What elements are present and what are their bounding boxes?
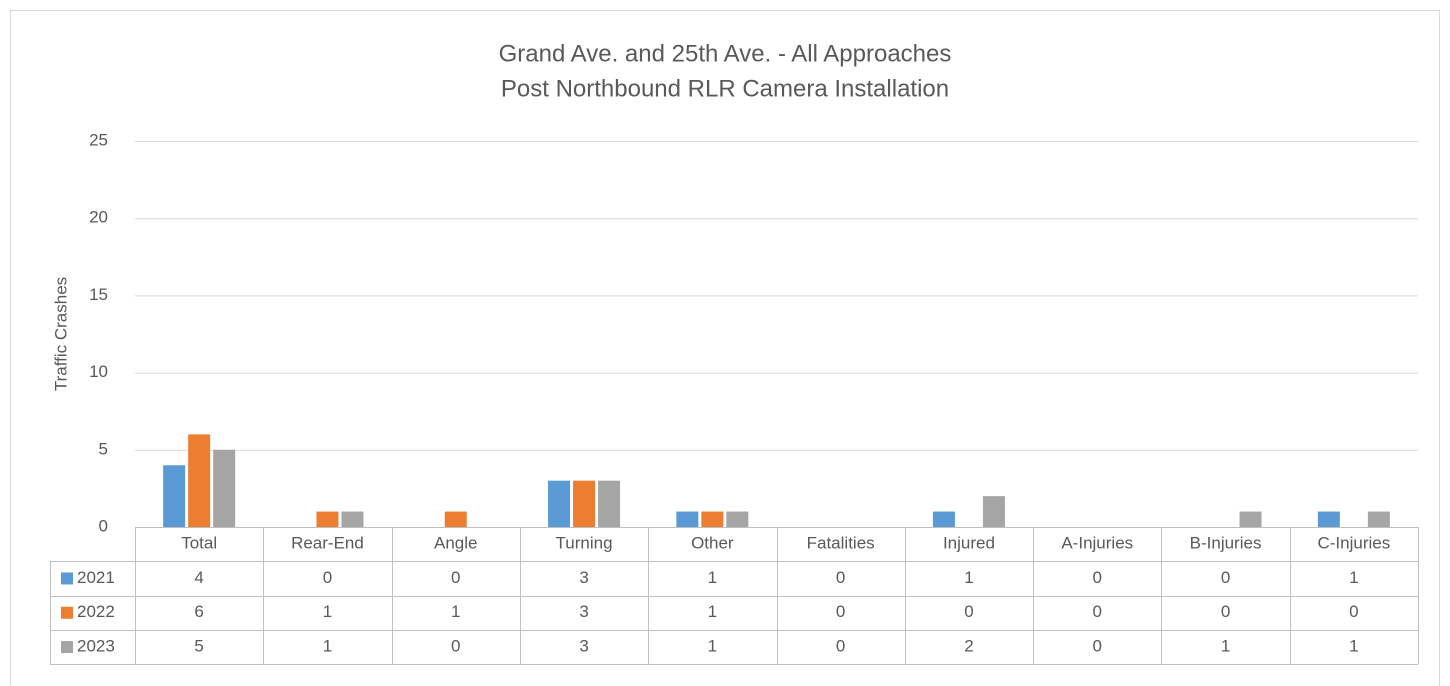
table-cell: 0 — [1221, 568, 1230, 587]
table-cell: 0 — [323, 568, 332, 587]
table-cell: 1 — [708, 637, 717, 656]
table-cell: 0 — [1221, 602, 1230, 621]
table-cell: 3 — [579, 602, 588, 621]
bar — [341, 511, 364, 527]
chart-title: Grand Ave. and 25th Ave. - All Approache… — [499, 40, 952, 67]
bar — [701, 511, 724, 527]
table-cell: 0 — [836, 602, 845, 621]
legend-key — [61, 572, 73, 585]
x-tick-label: Rear-End — [291, 534, 364, 553]
legend-label: 2023 — [77, 637, 115, 656]
table-cell: 0 — [451, 568, 460, 587]
y-axis-label: Traffic Crashes — [51, 277, 70, 391]
x-tick-label: Angle — [434, 534, 477, 553]
x-tick-label: Other — [691, 534, 734, 553]
bar — [1367, 511, 1390, 527]
chart-border — [10, 10, 1440, 686]
table-cell: 1 — [1349, 637, 1358, 656]
bar — [676, 511, 699, 527]
x-tick-label: B-Injuries — [1190, 534, 1262, 553]
table-cell: 0 — [1093, 568, 1102, 587]
bar — [444, 511, 467, 527]
legend-label: 2022 — [77, 602, 115, 621]
y-tick-label: 0 — [99, 516, 108, 535]
bar — [316, 511, 339, 527]
legend-key — [61, 606, 73, 619]
table-cell: 2 — [964, 637, 973, 656]
table-cell: 1 — [1221, 637, 1230, 656]
bar — [932, 511, 955, 527]
table-cell: 1 — [708, 602, 717, 621]
bar — [573, 480, 596, 527]
table-cell: 4 — [194, 568, 203, 587]
table-cell: 5 — [194, 637, 203, 656]
bar — [1317, 511, 1340, 527]
bar — [598, 480, 621, 527]
table-cell: 1 — [323, 637, 332, 656]
x-tick-label: Total — [181, 534, 217, 553]
y-tick-label: 25 — [89, 130, 108, 149]
y-tick-label: 15 — [89, 285, 108, 304]
table-cell: 0 — [451, 637, 460, 656]
legend-label: 2021 — [77, 568, 115, 587]
table-cell: 1 — [451, 602, 460, 621]
legend-key — [61, 641, 73, 654]
bar — [213, 449, 236, 527]
x-tick-label: C-Injuries — [1317, 534, 1390, 553]
x-tick-label: Fatalities — [807, 534, 875, 553]
bar — [163, 465, 186, 527]
table-cell: 0 — [964, 602, 973, 621]
x-tick-label: Injured — [943, 534, 995, 553]
x-tick-label: A-Injuries — [1061, 534, 1133, 553]
table-cell: 0 — [1349, 602, 1358, 621]
table-cell: 3 — [579, 568, 588, 587]
table-cell: 1 — [964, 568, 973, 587]
y-tick-label: 20 — [89, 208, 108, 227]
chart-subtitle: Post Northbound RLR Camera Installation — [501, 75, 949, 102]
table-cell: 0 — [1093, 602, 1102, 621]
table-cell: 1 — [323, 602, 332, 621]
table-cell: 1 — [1349, 568, 1358, 587]
table-cell: 1 — [708, 568, 717, 587]
table-cell: 6 — [194, 602, 203, 621]
table-cell: 0 — [836, 637, 845, 656]
table-cell: 0 — [1093, 637, 1102, 656]
bar — [548, 480, 571, 527]
x-tick-label: Turning — [556, 534, 613, 553]
table-cell: 0 — [836, 568, 845, 587]
bar — [726, 511, 749, 527]
table-cell: 3 — [579, 637, 588, 656]
y-tick-label: 10 — [89, 362, 108, 381]
y-tick-label: 5 — [99, 439, 108, 458]
bar — [982, 496, 1005, 527]
bar — [188, 434, 211, 527]
bar — [1239, 511, 1262, 527]
